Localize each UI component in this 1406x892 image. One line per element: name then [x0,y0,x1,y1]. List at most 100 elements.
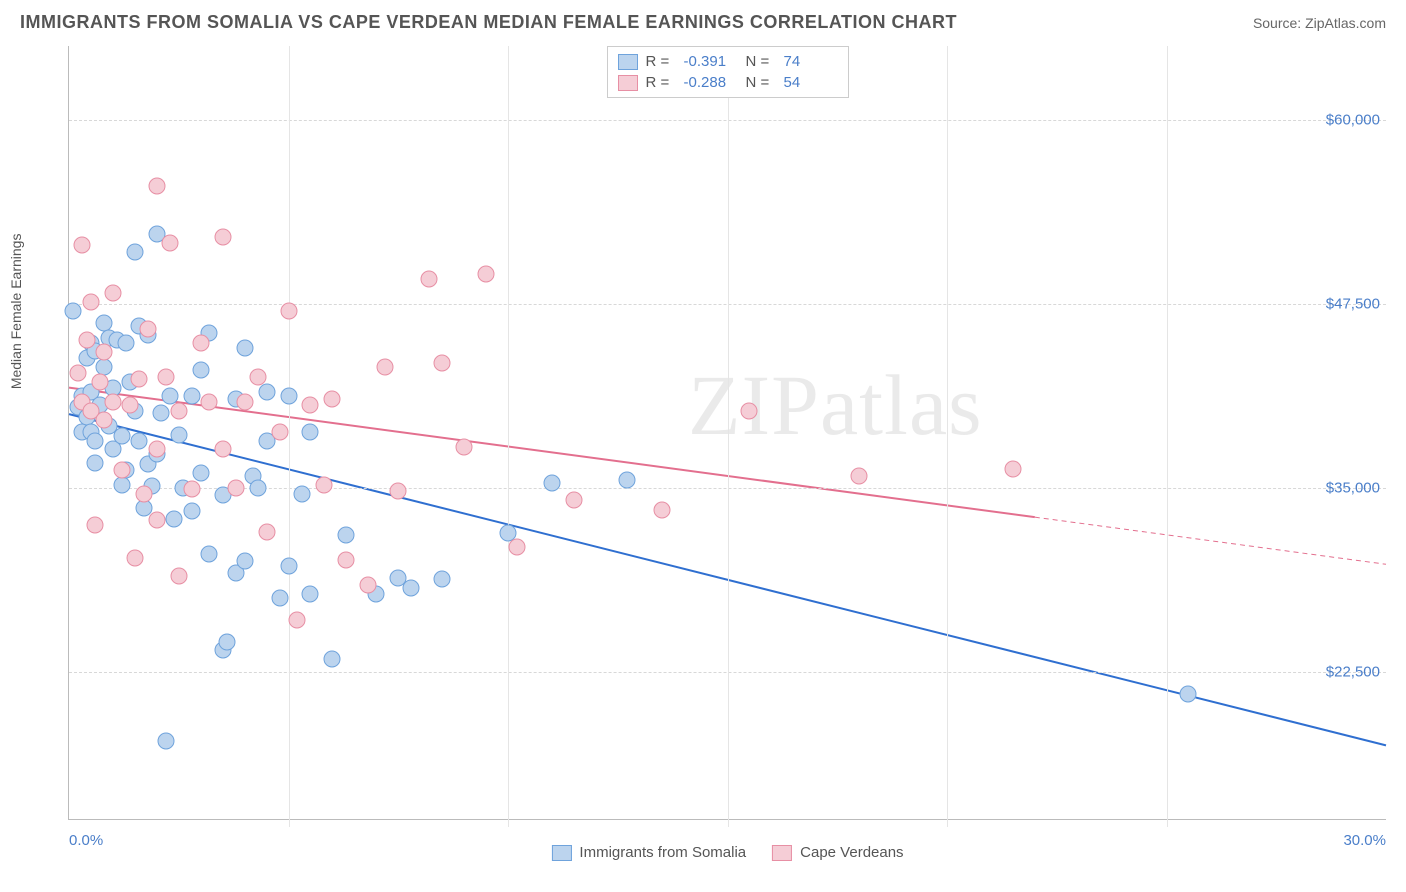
stat-n-value: 74 [784,53,838,70]
source-label: Source: ZipAtlas.com [1253,15,1386,31]
data-point [170,568,187,585]
data-point [214,441,231,458]
gridline-v [1167,46,1168,827]
data-point [390,482,407,499]
data-point [74,236,91,253]
legend-label: Cape Verdeans [800,844,903,861]
data-point [236,394,253,411]
data-point [96,412,113,429]
y-tick-label: $60,000 [1326,111,1380,128]
legend-label: Immigrants from Somalia [579,844,746,861]
stat-r-label: R = [646,74,676,91]
data-point [258,384,275,401]
data-point [78,332,95,349]
stats-row: R =-0.391N =74 [618,51,838,72]
data-point [192,361,209,378]
stats-row: R = -0.288 N = 54 [618,72,838,93]
data-point [69,364,86,381]
data-point [293,485,310,502]
legend-swatch [551,845,571,861]
legend-swatch [618,75,638,91]
gridline-v [508,46,509,827]
data-point [280,388,297,405]
data-point [324,391,341,408]
stat-r-value: -0.288 [684,74,738,91]
data-point [1004,460,1021,477]
data-point [183,503,200,520]
data-point [148,441,165,458]
data-point [157,369,174,386]
gridline-v [289,46,290,827]
chart-container: Median Female Earnings ZIPatlas R =-0.39… [20,46,1386,872]
data-point [377,358,394,375]
data-point [1180,685,1197,702]
y-tick-label: $22,500 [1326,663,1380,680]
data-point [126,244,143,261]
legend-swatch [772,845,792,861]
data-point [302,585,319,602]
data-point [271,590,288,607]
data-point [337,526,354,543]
stat-n-label: N = [746,53,776,70]
data-point [214,229,231,246]
data-point [236,339,253,356]
data-point [118,335,135,352]
data-point [741,403,758,420]
data-point [96,344,113,361]
data-point [122,397,139,414]
stat-r-label: R = [646,53,676,70]
data-point [183,388,200,405]
data-point [170,426,187,443]
data-point [148,177,165,194]
data-point [508,538,525,555]
data-point [153,404,170,421]
data-point [140,320,157,337]
data-point [87,432,104,449]
data-point [565,491,582,508]
legend-item: Immigrants from Somalia [551,844,746,861]
data-point [337,551,354,568]
data-point [65,303,82,320]
data-point [219,634,236,651]
data-point [104,285,121,302]
chart-title: IMMIGRANTS FROM SOMALIA VS CAPE VERDEAN … [20,12,957,33]
x-tick-label: 30.0% [1343,832,1386,849]
data-point [82,294,99,311]
gridline-v [728,46,729,827]
data-point [201,394,218,411]
data-point [161,235,178,252]
data-point [131,370,148,387]
data-point [192,335,209,352]
data-point [166,510,183,527]
data-point [126,550,143,567]
data-point [249,479,266,496]
legend-item: Cape Verdeans [772,844,903,861]
x-tick-label: 0.0% [69,832,103,849]
data-point [478,266,495,283]
data-point [192,465,209,482]
data-point [302,397,319,414]
data-point [456,438,473,455]
data-point [618,472,635,489]
data-point [236,553,253,570]
data-point [87,516,104,533]
data-point [434,571,451,588]
y-tick-label: $47,500 [1326,295,1380,312]
stat-n-label: N = [746,74,776,91]
plot-area: ZIPatlas R =-0.391N =74R =-0.288N =54 Im… [68,46,1386,820]
data-point [227,479,244,496]
data-point [403,579,420,596]
legend-swatch [618,54,638,70]
data-point [324,650,341,667]
data-point [420,270,437,287]
data-point [113,462,130,479]
data-point [271,423,288,440]
data-point [543,475,560,492]
data-point [249,369,266,386]
data-point [91,373,108,390]
data-point [157,732,174,749]
stat-n-value: 54 [784,74,838,91]
data-point [131,432,148,449]
y-axis-label: Median Female Earnings [8,234,24,390]
y-tick-label: $35,000 [1326,479,1380,496]
